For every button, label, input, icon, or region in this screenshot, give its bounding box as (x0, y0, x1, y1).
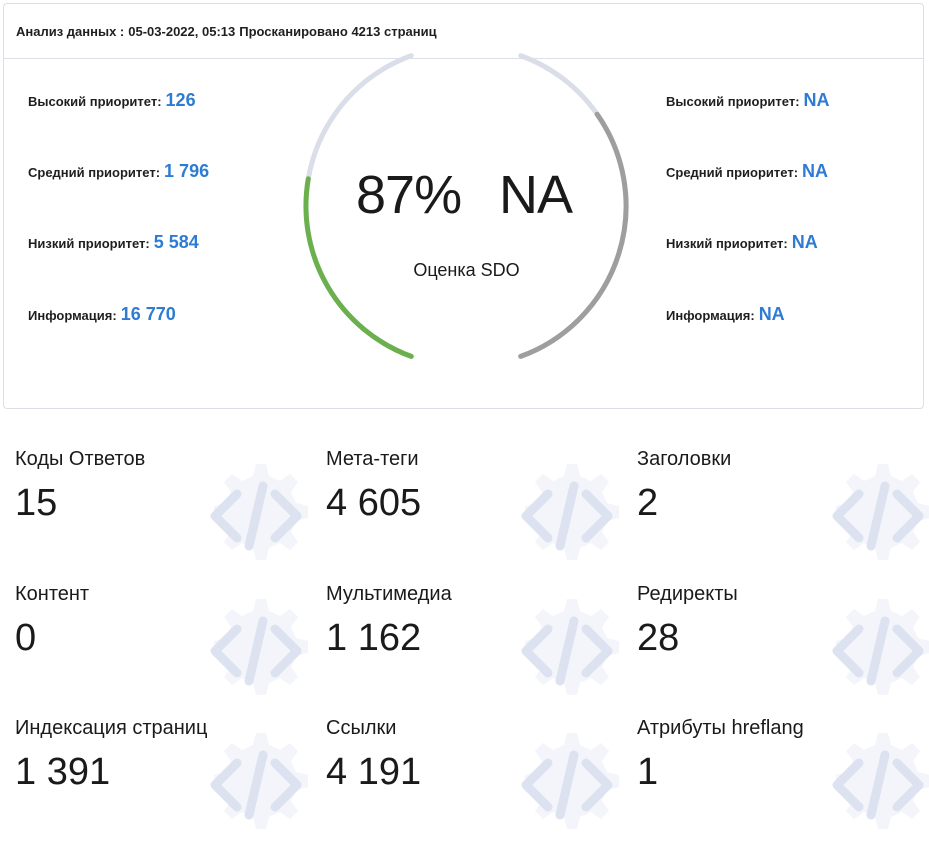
metric-tile[interactable]: Индексация страниц 1 391 (15, 717, 315, 837)
priority-label: Информация: (28, 308, 117, 323)
right-information[interactable]: Информация: NA (666, 304, 785, 325)
metric-value: 1 (637, 751, 659, 793)
metric-label: Заголовки (637, 448, 732, 470)
metric-label: Коды Ответов (15, 448, 146, 470)
metric-value: 4 191 (326, 751, 422, 793)
left-high-priority[interactable]: Высокий приоритет: 126 (28, 90, 196, 111)
metric-value: 0 (15, 617, 37, 659)
code-icon (197, 456, 315, 581)
left-medium-priority[interactable]: Средний приоритет: 1 796 (28, 161, 209, 182)
metric-label: Ссылки (326, 717, 397, 739)
right-high-priority[interactable]: Высокий приоритет: NA (666, 90, 830, 111)
metric-tile[interactable]: Мета-теги 4 605 (326, 448, 626, 568)
left-low-priority[interactable]: Низкий приоритет: 5 584 (28, 232, 199, 253)
analysis-datetime: 05-03-2022, 05:13 (128, 23, 236, 39)
metric-value: 1 162 (326, 617, 422, 659)
metric-tile[interactable]: Атрибуты hreflang 1 (637, 717, 929, 837)
metric-tile[interactable]: Заголовки 2 (637, 448, 929, 568)
code-icon (197, 591, 315, 716)
right-gauge-fill (518, 111, 629, 359)
metric-tile[interactable]: Ссылки 4 191 (326, 717, 626, 837)
metric-value: 28 (637, 617, 680, 659)
priority-label: Высокий приоритет: (28, 94, 162, 109)
metric-value: 1 391 (15, 751, 111, 793)
priority-value: NA (791, 232, 818, 252)
metric-value: 15 (15, 482, 58, 524)
code-icon (819, 725, 929, 850)
code-icon (508, 725, 626, 850)
score-right-value: NA (499, 165, 573, 225)
metric-label: Редиректы (637, 583, 738, 605)
metric-tile[interactable]: Контент 0 (15, 583, 315, 703)
left-information[interactable]: Информация: 16 770 (28, 304, 176, 325)
metric-tile[interactable]: Коды Ответов 15 (15, 448, 315, 568)
priority-value: 1 796 (164, 161, 210, 181)
score-left-value: 87% (356, 165, 462, 225)
code-icon (508, 591, 626, 716)
metric-label: Атрибуты hreflang (637, 717, 804, 739)
priority-label: Низкий приоритет: (666, 236, 788, 251)
scanned-pages: Просканировано 4213 страниц (239, 23, 437, 39)
code-icon (819, 591, 929, 716)
sdo-score-gauge (303, 53, 629, 359)
metric-value: 2 (637, 482, 659, 524)
priority-label: Информация: (666, 308, 755, 323)
priority-label: Средний приоритет: (666, 165, 799, 180)
right-low-priority[interactable]: Низкий приоритет: NA (666, 232, 818, 253)
priority-value: NA (802, 161, 829, 181)
right-medium-priority[interactable]: Средний приоритет: NA (666, 161, 828, 182)
priority-label: Высокий приоритет: (666, 94, 800, 109)
metric-label: Мета-теги (326, 448, 419, 470)
summary-panel: Анализ данных : 05-03-2022, 05:13 Проска… (3, 3, 924, 409)
metric-tile[interactable]: Редиректы 28 (637, 583, 929, 703)
panel-header: Анализ данных : 05-03-2022, 05:13 Проска… (4, 4, 923, 59)
priority-value: 16 770 (120, 304, 176, 324)
priority-value: 126 (165, 90, 196, 110)
priority-value: 5 584 (153, 232, 199, 252)
code-icon (197, 725, 315, 850)
priority-label: Низкий приоритет: (28, 236, 150, 251)
priority-value: NA (758, 304, 785, 324)
analysis-label: Анализ данных : (16, 23, 125, 39)
metric-value: 4 605 (326, 482, 422, 524)
left-gauge-fill (303, 176, 414, 359)
code-icon (819, 456, 929, 581)
priority-label: Средний приоритет: (28, 165, 161, 180)
metric-label: Контент (15, 583, 90, 605)
code-icon (508, 456, 626, 581)
priority-value: NA (803, 90, 830, 110)
metric-label: Индексация страниц (15, 717, 208, 739)
metric-tile[interactable]: Мультимедиа 1 162 (326, 583, 626, 703)
metric-label: Мультимедиа (326, 583, 452, 605)
score-label: Оценка SDO (413, 260, 520, 280)
